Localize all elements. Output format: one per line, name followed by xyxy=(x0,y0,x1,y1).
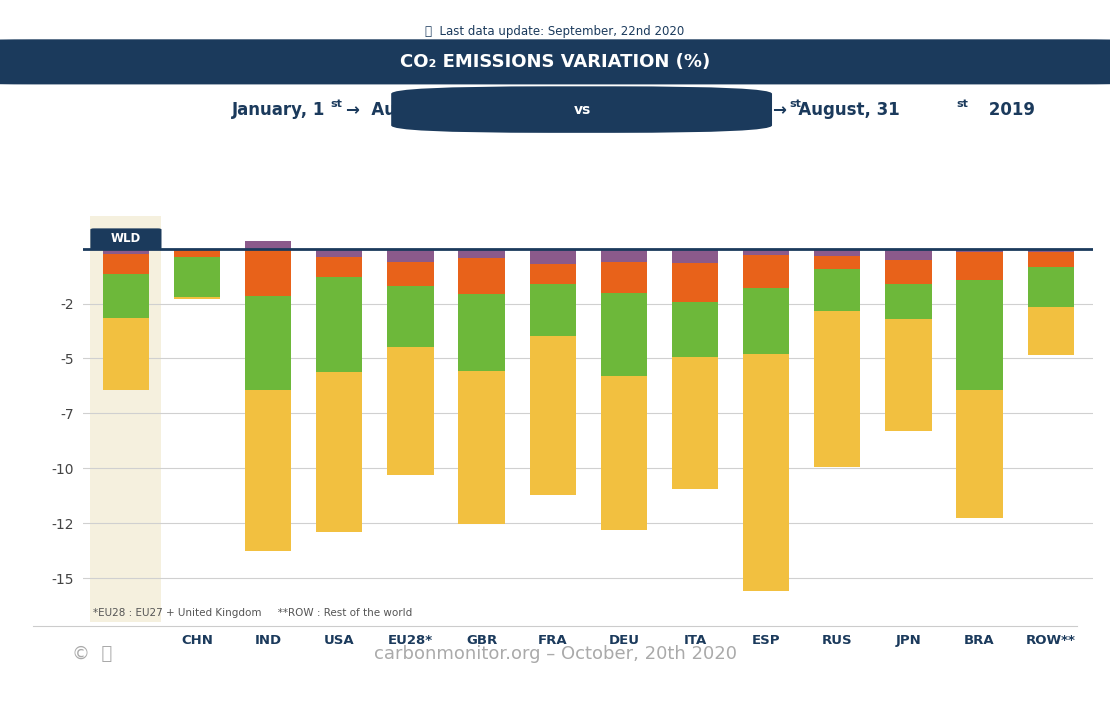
Bar xyxy=(458,249,505,259)
Bar xyxy=(743,255,789,288)
Bar xyxy=(886,249,931,259)
Bar xyxy=(814,269,860,311)
Text: →  August, 31: → August, 31 xyxy=(345,100,472,119)
Bar xyxy=(245,390,291,551)
Bar xyxy=(957,249,1002,252)
Bar xyxy=(90,216,161,622)
Text: st: st xyxy=(790,99,801,109)
Bar xyxy=(1028,307,1073,355)
Bar xyxy=(529,264,576,284)
Bar xyxy=(743,354,789,591)
Bar xyxy=(316,277,363,372)
Text: January, 1: January, 1 xyxy=(659,100,753,119)
Bar xyxy=(601,293,647,376)
FancyBboxPatch shape xyxy=(0,40,1110,84)
Bar xyxy=(672,357,718,489)
Text: 2020: 2020 xyxy=(555,100,607,119)
Bar xyxy=(174,250,220,257)
Bar xyxy=(672,263,718,303)
Bar xyxy=(316,257,363,277)
Text: st: st xyxy=(508,99,519,109)
Text: 2019: 2019 xyxy=(982,100,1035,119)
Bar xyxy=(814,256,860,269)
Bar xyxy=(957,281,1002,390)
Bar xyxy=(743,249,789,255)
Text: st: st xyxy=(331,99,343,109)
Bar xyxy=(387,286,434,347)
Bar xyxy=(814,311,860,467)
Bar xyxy=(743,288,789,354)
Bar xyxy=(886,259,931,284)
Bar xyxy=(814,249,860,256)
Bar xyxy=(458,259,505,293)
Text: vs: vs xyxy=(574,103,591,117)
Bar xyxy=(1028,252,1073,267)
Bar xyxy=(1028,267,1073,307)
Text: →  August, 31: → August, 31 xyxy=(774,100,900,119)
Bar xyxy=(387,249,434,262)
Bar xyxy=(245,296,291,390)
Bar xyxy=(103,254,149,274)
Bar xyxy=(174,257,220,296)
Text: carbonmonitor.org – October, 20th 2020: carbonmonitor.org – October, 20th 2020 xyxy=(373,645,737,663)
Text: st: st xyxy=(957,99,969,109)
Bar xyxy=(957,390,1002,518)
Bar xyxy=(387,262,434,286)
Bar xyxy=(529,284,576,337)
FancyBboxPatch shape xyxy=(90,228,161,250)
Text: ©  ⓘ: © ⓘ xyxy=(72,645,112,663)
Bar xyxy=(458,370,505,525)
Text: CO₂ EMISSIONS VARIATION (%): CO₂ EMISSIONS VARIATION (%) xyxy=(400,53,710,71)
Bar xyxy=(529,337,576,495)
Bar xyxy=(672,249,718,263)
Bar xyxy=(103,249,149,254)
Text: WLD: WLD xyxy=(111,232,141,245)
Bar xyxy=(316,372,363,532)
Bar xyxy=(245,241,291,296)
Bar xyxy=(387,347,434,475)
Bar xyxy=(601,376,647,530)
Bar xyxy=(174,249,220,250)
Bar xyxy=(458,293,505,370)
Bar xyxy=(672,303,718,357)
Text: January, 1: January, 1 xyxy=(232,100,325,119)
Bar xyxy=(957,252,1002,281)
FancyBboxPatch shape xyxy=(391,86,773,133)
Bar xyxy=(174,296,220,298)
Bar xyxy=(601,262,647,293)
Text: *EU28 : EU27 + United Kingdom     **ROW : Rest of the world: *EU28 : EU27 + United Kingdom **ROW : Re… xyxy=(93,608,413,618)
Bar xyxy=(103,274,149,318)
Bar xyxy=(1028,249,1073,252)
Bar xyxy=(886,319,931,431)
Text: 📅  Last data update: September, 22nd 2020: 📅 Last data update: September, 22nd 2020 xyxy=(425,25,685,38)
Bar xyxy=(316,249,363,257)
Bar xyxy=(103,318,149,390)
Bar xyxy=(601,249,647,262)
Bar xyxy=(245,241,291,249)
Bar xyxy=(886,284,931,319)
Bar xyxy=(245,241,291,249)
Bar xyxy=(529,249,576,264)
